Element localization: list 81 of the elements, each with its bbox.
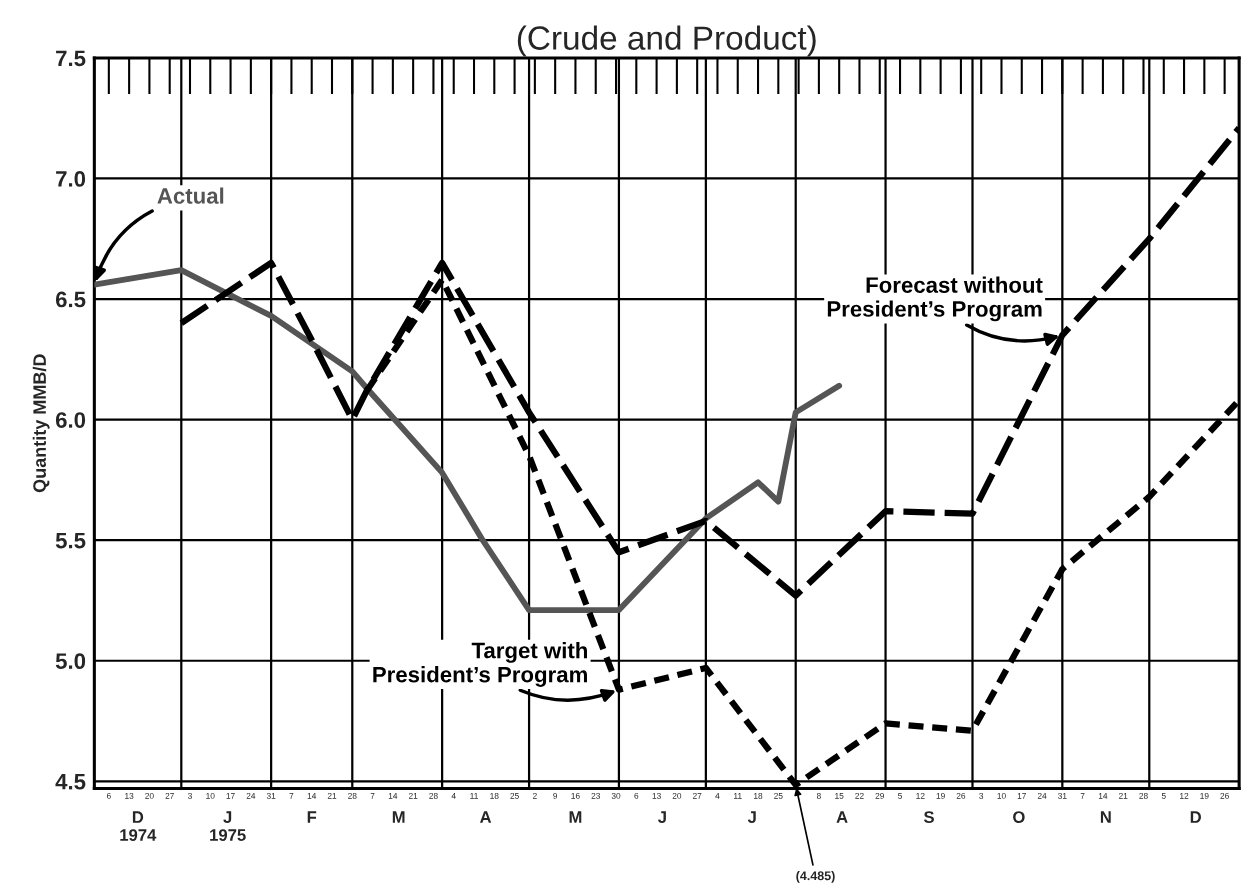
x-tick-label: 17 bbox=[1017, 793, 1026, 799]
x-tick-label: 17 bbox=[226, 793, 235, 799]
x-tick-label: 15 bbox=[835, 793, 844, 799]
x-tick-label: 18 bbox=[754, 792, 763, 799]
x2-tick-label: J 1975 bbox=[210, 811, 246, 841]
x-tick-label: 10 bbox=[206, 792, 215, 799]
x-tick-label: 28 bbox=[348, 792, 357, 799]
x2-tick-label: D bbox=[1190, 811, 1201, 823]
x-tick-label: 2 bbox=[532, 792, 537, 799]
y-tick-label: 6.5 bbox=[55, 291, 86, 308]
x-tick-label: 6 bbox=[634, 792, 639, 799]
x-tick-label: 10 bbox=[997, 792, 1006, 799]
x-tick-label: 13 bbox=[125, 792, 134, 799]
x2-tick-label: J bbox=[747, 811, 756, 823]
x2-tick-label: O bbox=[1013, 811, 1025, 823]
x2-tick-label: N bbox=[1100, 811, 1111, 823]
y-tick-label: 6.0 bbox=[55, 412, 86, 428]
x-tick-label: 12 bbox=[1180, 792, 1189, 799]
x-tick-label: 6 bbox=[106, 792, 111, 799]
y-tick-label: 5.0 bbox=[55, 653, 86, 670]
x-tick-label: 3 bbox=[187, 792, 192, 799]
x-tick-label: 8 bbox=[816, 792, 821, 799]
x-tick-label: 31 bbox=[266, 792, 276, 799]
x2-tick-label: D 1974 bbox=[120, 811, 157, 841]
x2-tick-label: J bbox=[658, 811, 666, 823]
x-tick-label: 11 bbox=[734, 793, 742, 799]
x-tick-label: 27 bbox=[165, 792, 174, 799]
x-tick-label: 23 bbox=[591, 792, 600, 799]
x-tick-label: 26 bbox=[956, 792, 966, 799]
x2-tick-label: F bbox=[307, 811, 317, 823]
x-tick-label: 4 bbox=[451, 793, 456, 799]
y-axis-title: Quantity MMB/D bbox=[32, 354, 50, 493]
x-tick-label: 30 bbox=[611, 792, 621, 799]
x-tick-label: 7 bbox=[370, 793, 375, 799]
x-tick-label: 21 bbox=[327, 792, 337, 799]
x-tick-label: 28 bbox=[1139, 792, 1148, 799]
x-tick-label: 18 bbox=[490, 792, 499, 799]
x2-tick-label: M bbox=[569, 811, 582, 823]
x-tick-label: 3 bbox=[979, 792, 984, 799]
x-tick-label: 11 bbox=[470, 793, 478, 799]
x-tick-label: 20 bbox=[672, 792, 682, 799]
x-tick-label: 24 bbox=[246, 792, 256, 799]
x-tick-label: 19 bbox=[936, 792, 945, 799]
x-tick-label: 24 bbox=[1037, 792, 1047, 799]
annotation: (4.485) bbox=[796, 871, 835, 883]
x-tick-label: 14 bbox=[388, 793, 398, 799]
x2-tick-label: A bbox=[480, 811, 492, 823]
x-tick-label: 25 bbox=[510, 792, 519, 799]
y-tick-label: 5.5 bbox=[55, 532, 86, 549]
x-tick-label: 31 bbox=[1058, 792, 1067, 799]
series-label: Target with President’s Program bbox=[373, 642, 587, 687]
x-tick-label: 7 bbox=[289, 793, 294, 799]
chart-title: (Crude and Product) bbox=[517, 25, 816, 57]
x-tick-label: 20 bbox=[145, 792, 154, 799]
x-tick-label: 19 bbox=[1200, 792, 1209, 799]
y-tick-label: 4.5 bbox=[55, 774, 86, 790]
x-tick-label: 13 bbox=[652, 792, 661, 799]
x-tick-label: 21 bbox=[408, 792, 418, 799]
x-tick-label: 26 bbox=[1220, 792, 1229, 799]
x-tick-label: 4 bbox=[715, 793, 720, 799]
x-tick-label: 27 bbox=[692, 792, 702, 799]
x-tick-label: 22 bbox=[855, 792, 864, 799]
x-tick-label: 9 bbox=[553, 792, 558, 799]
x-tick-label: 7 bbox=[1080, 793, 1085, 799]
x2-tick-label: A bbox=[836, 811, 848, 823]
x-tick-label: 21 bbox=[1118, 792, 1128, 799]
x2-tick-label: S bbox=[923, 811, 934, 823]
x-tick-label: 28 bbox=[429, 792, 438, 799]
x2-tick-label: M bbox=[392, 811, 405, 823]
x-tick-label: 5 bbox=[1161, 793, 1166, 799]
x-tick-label: 29 bbox=[875, 792, 884, 799]
x-tick-label: 14 bbox=[1098, 793, 1108, 799]
x-tick-label: 12 bbox=[916, 792, 925, 799]
x-tick-label: 25 bbox=[774, 792, 783, 799]
y-tick-label: 7.5 bbox=[56, 50, 86, 67]
text: Actual bbox=[157, 187, 224, 204]
x-tick-label: 14 bbox=[307, 793, 317, 799]
x-tick-label: 16 bbox=[571, 792, 580, 799]
x-tick-label: 5 bbox=[898, 793, 903, 799]
series-label: Forecast without President’s Program bbox=[827, 276, 1043, 322]
y-tick-label: 7.0 bbox=[56, 171, 86, 187]
